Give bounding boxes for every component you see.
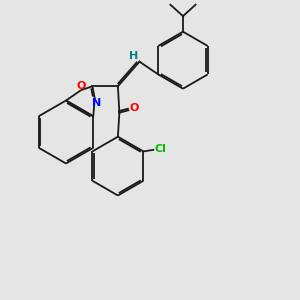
Text: Cl: Cl: [155, 144, 167, 154]
Text: N: N: [92, 98, 101, 108]
Text: O: O: [129, 103, 139, 113]
Text: H: H: [130, 51, 139, 61]
Text: O: O: [76, 81, 86, 91]
